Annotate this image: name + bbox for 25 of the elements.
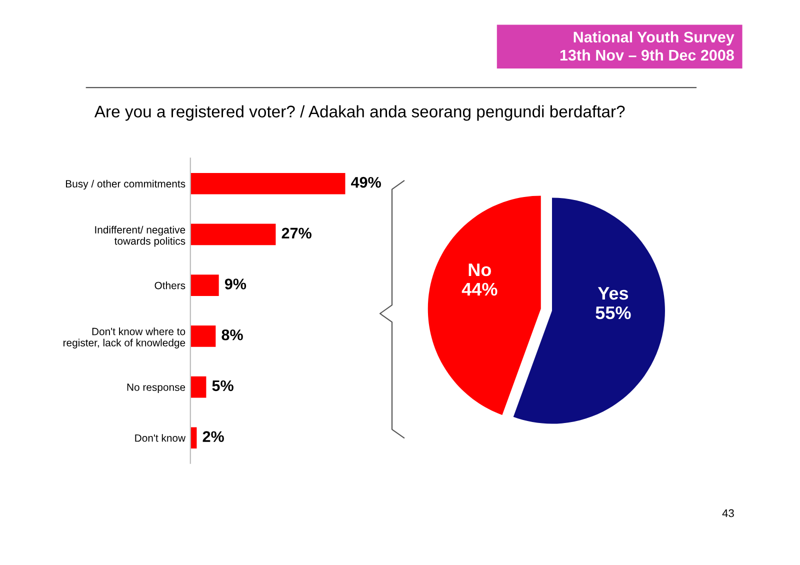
data-label: 44% bbox=[462, 282, 498, 296]
data-label: 49% bbox=[351, 176, 381, 188]
chart-title: Are you a registered voter? / Adakah anda seorang pengundi berdaftar? bbox=[94, 105, 625, 121]
text: National Youth Survey bbox=[574, 31, 734, 46]
data-label: 8% bbox=[222, 329, 243, 340]
y-tick-label: No response bbox=[127, 384, 186, 393]
bar bbox=[190, 376, 206, 398]
bar bbox=[190, 274, 219, 296]
slice-label: No bbox=[468, 264, 491, 276]
data-label: 55% bbox=[596, 306, 631, 320]
y-tick-label: Busy / other commitments bbox=[66, 180, 186, 190]
text: 43 bbox=[722, 509, 734, 518]
bar bbox=[190, 172, 346, 194]
slice-label: Yes bbox=[598, 287, 628, 300]
bar bbox=[190, 325, 216, 347]
y-tick-label: Don't know bbox=[135, 434, 186, 442]
data-label: 5% bbox=[212, 380, 234, 392]
data-label: 27% bbox=[282, 228, 312, 239]
y-tick-label: Indifferent/ negative towards politics bbox=[95, 226, 186, 247]
text: 13th Nov – 9th Dec 2008 bbox=[560, 49, 734, 61]
data-label: 2% bbox=[202, 431, 224, 442]
bar bbox=[190, 224, 276, 246]
y-tick-label: Others bbox=[154, 282, 186, 290]
data-label: 9% bbox=[224, 278, 246, 290]
y-tick-label: Don't know where to register, lack of knowledge bbox=[63, 328, 186, 348]
